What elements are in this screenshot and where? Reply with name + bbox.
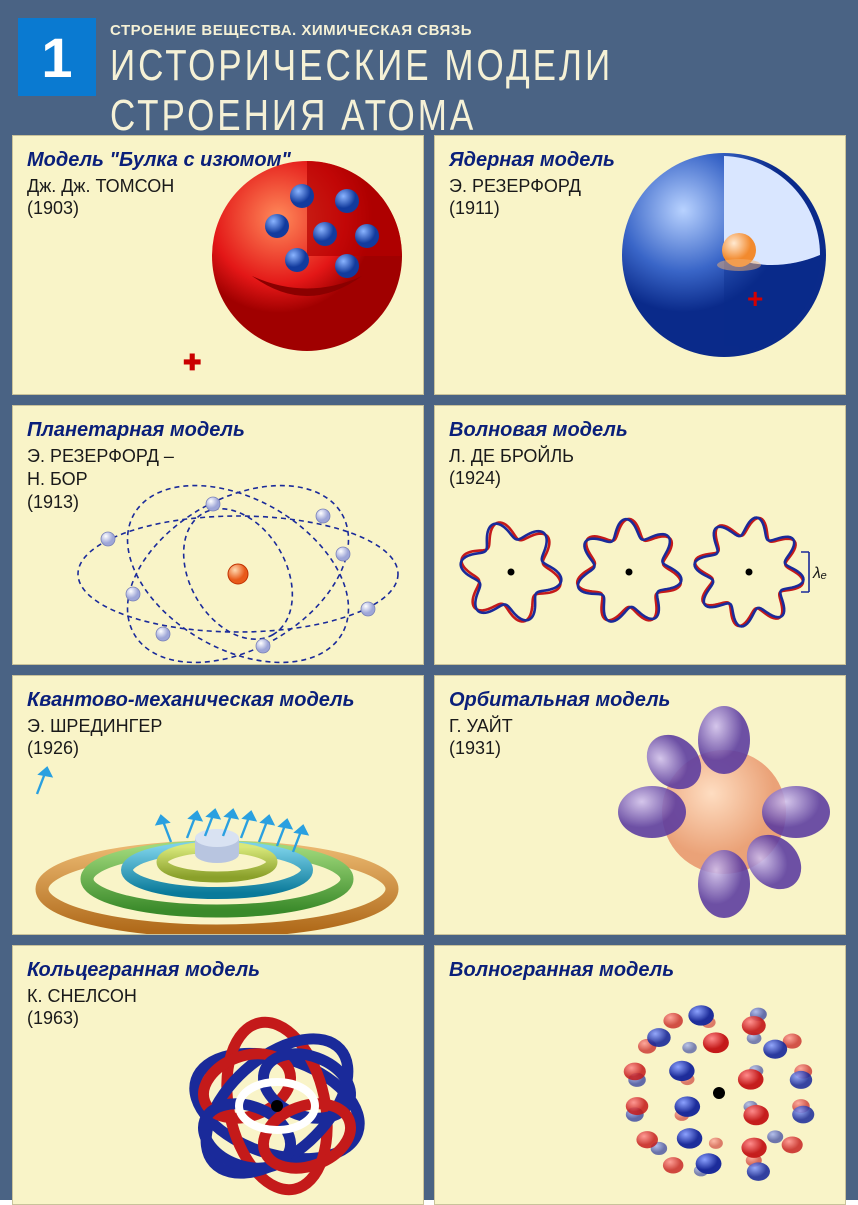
chapter-number-badge: 1 bbox=[18, 18, 96, 96]
cell-planetary: Планетарная модель Э. РЕЗЕРФОРД – Н. БОР… bbox=[12, 405, 424, 665]
header-titles: СТРОЕНИЕ ВЕЩЕСТВА. ХИМИЧЕСКАЯ СВЯЗЬ ИСТО… bbox=[110, 18, 840, 121]
planetary-diagram bbox=[73, 484, 403, 664]
svg-text:+: + bbox=[747, 283, 763, 314]
wave-diagram: λₑ bbox=[449, 502, 829, 642]
model-title: Волногранная модель bbox=[449, 958, 831, 983]
poster: 1 СТРОЕНИЕ ВЕЩЕСТВА. ХИМИЧЕСКАЯ СВЯЗЬ ИС… bbox=[0, 0, 858, 1200]
model-title: Кольцегранная модель bbox=[27, 958, 409, 983]
cell-thomson: Модель "Булка с изюмом" Дж. Дж. ТОМСОН (… bbox=[12, 135, 424, 395]
plus-icon: ✚ bbox=[183, 350, 201, 376]
cell-wave-faceted: Волногранная модель bbox=[434, 945, 846, 1205]
model-year: (1924) bbox=[449, 468, 831, 489]
cell-quantum: Квантово-механическая модель Э. ШРЕДИНГЕ… bbox=[12, 675, 424, 935]
header-subtitle: СТРОЕНИЕ ВЕЩЕСТВА. ХИМИЧЕСКАЯ СВЯЗЬ bbox=[110, 22, 840, 39]
model-title: Планетарная модель bbox=[27, 418, 409, 443]
model-year: (1926) bbox=[27, 738, 409, 759]
wave-faceted-diagram bbox=[609, 988, 829, 1198]
cell-wave: Волновая модель Л. ДЕ БРОЙЛЬ (1924) λₑ bbox=[434, 405, 846, 665]
nuclear-diagram: + bbox=[619, 150, 829, 362]
ring-faceted-diagram bbox=[167, 1006, 387, 1205]
header-title: ИСТОРИЧЕСКИЕ МОДЕЛИ СТРОЕНИЯ АТОМА bbox=[110, 41, 840, 141]
model-title: Квантово-механическая модель bbox=[27, 688, 409, 713]
header: 1 СТРОЕНИЕ ВЕЩЕСТВА. ХИМИЧЕСКАЯ СВЯЗЬ ИС… bbox=[12, 12, 846, 135]
model-grid: Модель "Булка с изюмом" Дж. Дж. ТОМСОН (… bbox=[12, 135, 846, 1205]
cell-orbital: Орбитальная модель Г. УАЙТ (1931) bbox=[434, 675, 846, 935]
model-author: Л. ДЕ БРОЙЛЬ bbox=[449, 445, 831, 468]
quantum-diagram bbox=[37, 794, 397, 934]
cell-nuclear: Ядерная модель Э. РЕЗЕРФОРД (1911) + bbox=[434, 135, 846, 395]
model-title: Орбитальная модель bbox=[449, 688, 831, 713]
svg-text:λₑ: λₑ bbox=[812, 565, 827, 582]
orbital-diagram bbox=[619, 712, 829, 912]
model-author: Э. ШРЕДИНГЕР bbox=[27, 715, 409, 738]
cell-ring-faceted: Кольцегранная модель К. СНЕЛСОН (1963) bbox=[12, 945, 424, 1205]
thomson-diagram bbox=[207, 156, 407, 356]
model-title: Волновая модель bbox=[449, 418, 831, 443]
model-author: К. СНЕЛСОН bbox=[27, 985, 409, 1008]
